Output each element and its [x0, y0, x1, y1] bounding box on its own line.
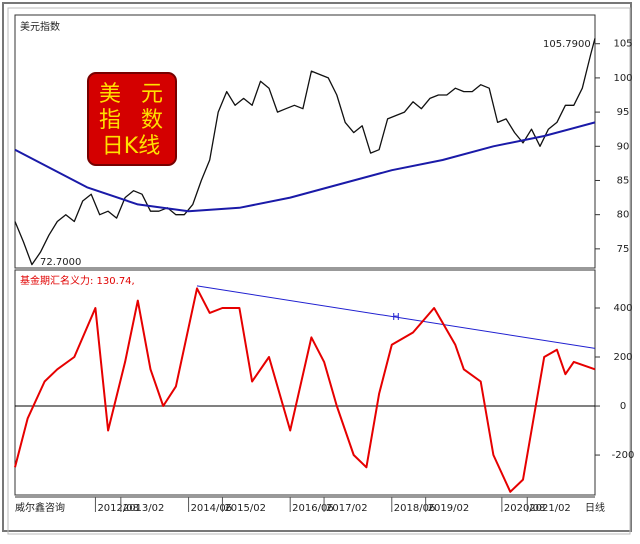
x-tick-label: 2014/06 [191, 503, 233, 514]
y-tick-label: 0 [620, 401, 626, 412]
annotation: 105.7900 [543, 39, 591, 50]
badge-text: 指 [99, 108, 121, 133]
series-line [14, 121, 596, 213]
x-tick-label: 2012/08 [97, 503, 139, 514]
x-tick-label: 2020/08 [504, 503, 546, 514]
badge-box [87, 72, 177, 166]
x-tick-label: 2013/02 [123, 503, 165, 514]
x-tick-label: 2017/02 [326, 503, 368, 514]
y-tick-label: 80 [617, 210, 630, 221]
annotation: 72.7000 [40, 257, 81, 268]
frame-shadow [7, 7, 631, 535]
x-tick-label: 2021/02 [529, 503, 571, 514]
x-tick-label: 2016/06 [292, 503, 334, 514]
y-tick-label: 100 [613, 73, 632, 84]
x-tick-label: 2015/02 [224, 503, 266, 514]
x-tick-label: 2018/06 [394, 503, 436, 514]
panel-title: 基金期汇名义力: 130.74, [20, 274, 135, 287]
series-line [14, 287, 596, 493]
oscillator-panel [14, 269, 596, 496]
trend-label: H [392, 312, 400, 323]
badge-text: 美 [99, 82, 121, 107]
y-tick-label: -200 [612, 450, 635, 461]
y-tick-label: 400 [613, 303, 632, 314]
y-tick-label: 85 [617, 175, 630, 186]
y-tick-label: 105 [613, 39, 632, 50]
y-tick-label: 200 [613, 352, 632, 363]
series-line [14, 38, 596, 266]
trend-line [196, 285, 596, 349]
x-tick-label: 2019/02 [428, 503, 470, 514]
y-tick-label: 95 [617, 107, 630, 118]
footer-left: 威尔鑫咨询 [15, 501, 65, 514]
badge-text: 数 [141, 108, 163, 133]
badge-text: 日K线 [102, 134, 160, 159]
badge-text: 元 [141, 82, 163, 107]
badge: 美 元 指 数 日K线 [87, 72, 177, 166]
panel-title: 美元指数 [20, 20, 60, 33]
y-tick-label: 75 [617, 244, 630, 255]
y-tick-label: 90 [617, 141, 630, 152]
footer-right: 日线 [585, 501, 605, 514]
